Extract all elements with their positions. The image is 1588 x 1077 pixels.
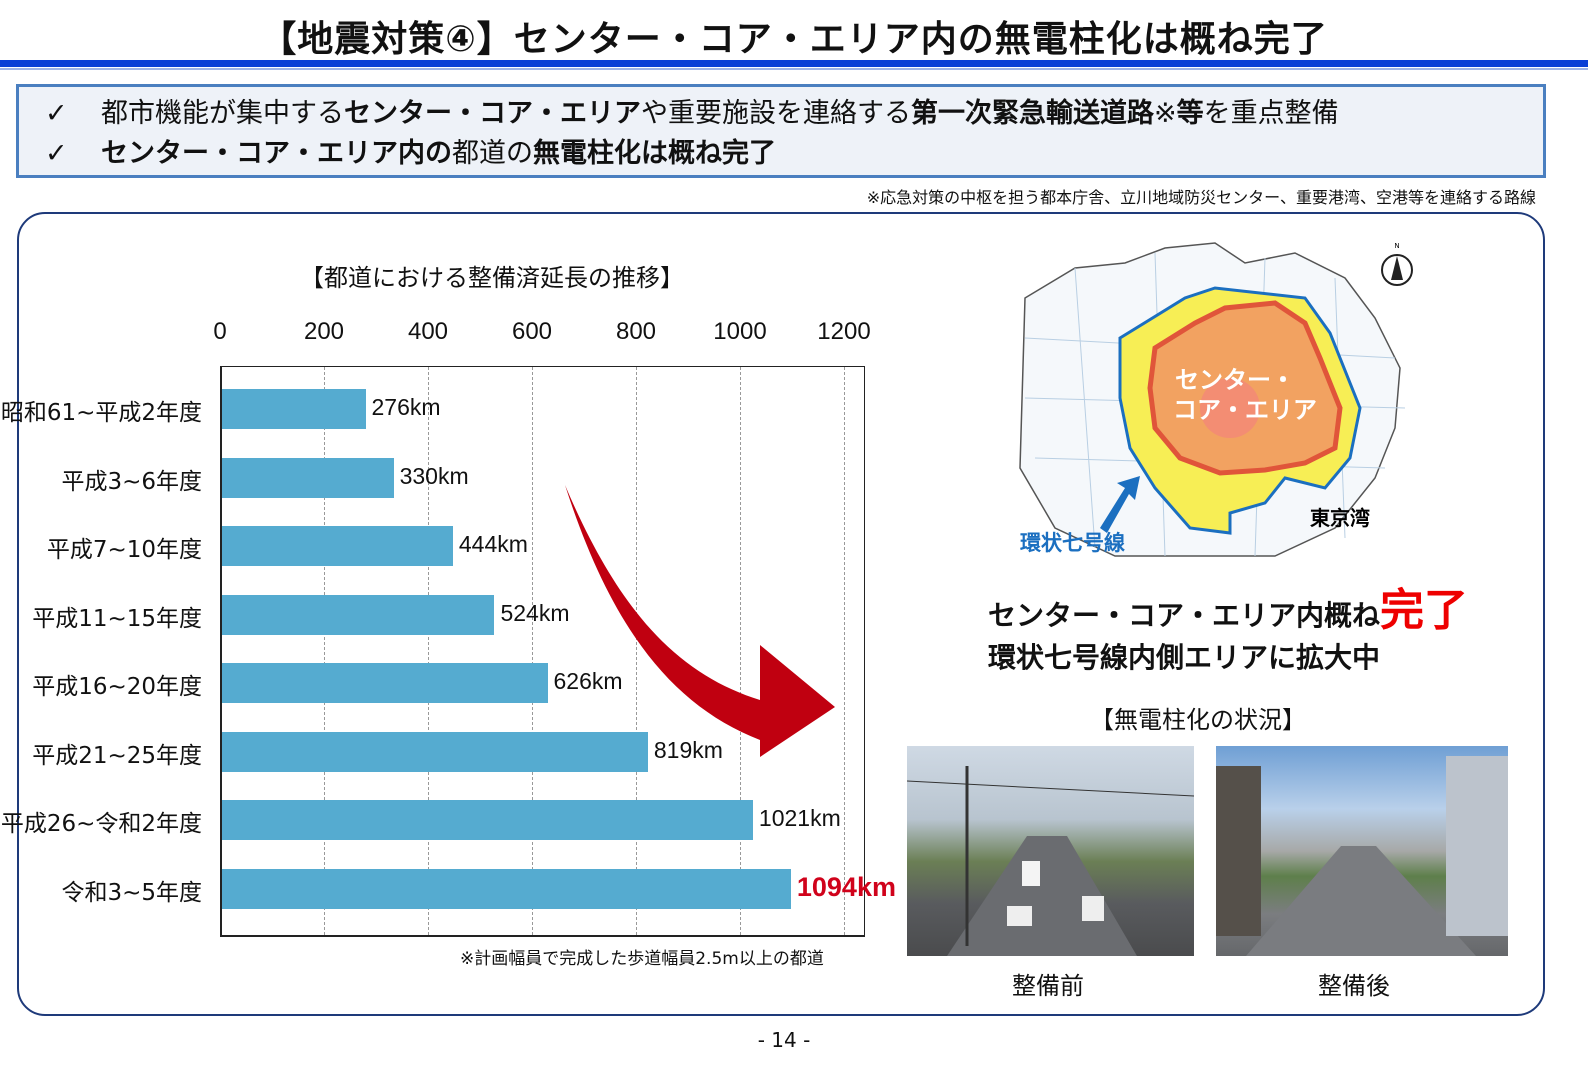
x-tick-label: 1200 (817, 318, 871, 345)
bar-value-label: 444km (458, 531, 528, 557)
bar-value-label: 1094km (796, 871, 896, 902)
trend-arrow-icon (565, 485, 835, 757)
bar-value-label: 276km (371, 394, 441, 420)
x-tick-label: 400 (407, 318, 449, 345)
x-tick-label: 200 (303, 318, 345, 345)
bar (222, 868, 791, 909)
summary-segment: 等 (1176, 98, 1204, 129)
category-label: 平成3~6年度 (61, 468, 202, 495)
check-icon: ✓ (45, 138, 68, 169)
bar-value-label: 1021km (758, 805, 841, 831)
caption-before: 整備前 (1012, 972, 1084, 1000)
x-tick-label: 0 (213, 318, 227, 345)
category-label: 平成11~15年度 (32, 605, 202, 632)
summary-segment: や重要施設を連絡する (641, 98, 911, 129)
title-rule-thin (0, 68, 1588, 70)
gridline (740, 367, 741, 935)
status-message: センター・コア・エリア内概ね完了 (988, 574, 1468, 638)
bar-value-label: 330km (399, 462, 469, 489)
category-label: 平成7~10年度 (46, 537, 202, 563)
photo-before (907, 746, 1194, 956)
area-label-1: センター・ (1175, 366, 1295, 394)
bar-value-label: 626km (553, 668, 623, 694)
gridline (844, 367, 845, 935)
content-panel (17, 212, 1545, 1016)
bar (222, 594, 495, 635)
north-label: N (1394, 242, 1399, 250)
status-text: センター・コア・エリア内概ね (988, 599, 1381, 632)
bar (222, 389, 366, 429)
summary-segment: 第一次緊急輸送道路 (911, 98, 1154, 129)
bay-label: 東京湾 (1310, 506, 1370, 530)
caption-after: 整備後 (1318, 972, 1390, 1000)
summary-segment: 都市機能が集中する (101, 98, 344, 129)
category-label: 令和3~5年度 (61, 879, 202, 906)
gridline (636, 367, 637, 935)
bar-value-label: 819km (653, 736, 723, 763)
ring-label: 環状七号線 (1020, 531, 1125, 555)
north-arrow-icon (1381, 254, 1413, 286)
expansion-message: 環状七号線内側エリアに拡大中 (988, 641, 1381, 674)
summary-segment: を重点整備 (1203, 98, 1339, 129)
gridline (324, 367, 325, 935)
bar (222, 731, 648, 772)
summary-line-2: ✓ センター・コア・エリア内の都道の無電柱化は概ね完了 (45, 131, 776, 170)
status-complete: 完了 (1380, 585, 1469, 636)
title-rule (0, 60, 1588, 67)
category-label: 昭和61~平成2年度 (0, 400, 202, 426)
category-label: 平成26~令和2年度 (0, 811, 202, 837)
bar (222, 457, 394, 498)
summary-segment: 無電柱化は概ね完了 (533, 138, 776, 169)
area-label-2: コア・エリア (1173, 396, 1317, 424)
tokyo-map: N センター・ コア・エリア 環状七号線 東京湾 (1019, 242, 1413, 557)
bar (222, 800, 753, 840)
x-tick-label: 600 (511, 318, 553, 345)
footnote: ※応急対策の中枢を担う都本庁舎、立川地域防災センター、重要港湾、空港等を連絡する… (866, 188, 1536, 207)
category-label: 平成21~25年度 (32, 742, 202, 769)
summary-segment: センター・コア・エリア (344, 98, 641, 129)
photo-after (1216, 746, 1508, 956)
summary-segment: ※ (1154, 98, 1177, 129)
ring-arrow-icon (1100, 476, 1140, 533)
plot-area: 276km 330km 444km 524km 626km 819km 1021km 1094… (220, 366, 896, 937)
chart-title: 【都道における整備済延長の推移】 (300, 264, 684, 292)
x-tick-label: 1000 (713, 318, 767, 345)
summary-segment: 都道の (452, 138, 533, 169)
page-number: - 14 - (757, 1028, 811, 1052)
check-icon: ✓ (45, 98, 68, 129)
gridline (532, 367, 533, 935)
summary-segment: センター・コア・エリア内の (101, 138, 452, 169)
bar (222, 526, 453, 566)
summary-box: ✓ 都市機能が集中するセンター・コア・エリアや重要施設を連絡する第一次緊急輸送道路… (16, 84, 1546, 178)
summary-line-1: ✓ 都市機能が集中するセンター・コア・エリアや重要施設を連絡する第一次緊急輸送道路… (45, 91, 1339, 130)
photo-section-title: 【無電柱化の状況】 (1090, 706, 1306, 734)
x-tick-label: 800 (615, 318, 657, 345)
bar-value-label: 524km (500, 599, 570, 626)
bar (222, 663, 548, 703)
slide-title: 【地震対策④】センター・コア・エリア内の無電柱化は概ね完了 (260, 19, 1328, 60)
gridline (428, 367, 429, 935)
category-label: 平成16~20年度 (32, 674, 202, 700)
chart-note: ※計画幅員で完成した歩道幅員2.5m以上の都道 (460, 949, 824, 969)
